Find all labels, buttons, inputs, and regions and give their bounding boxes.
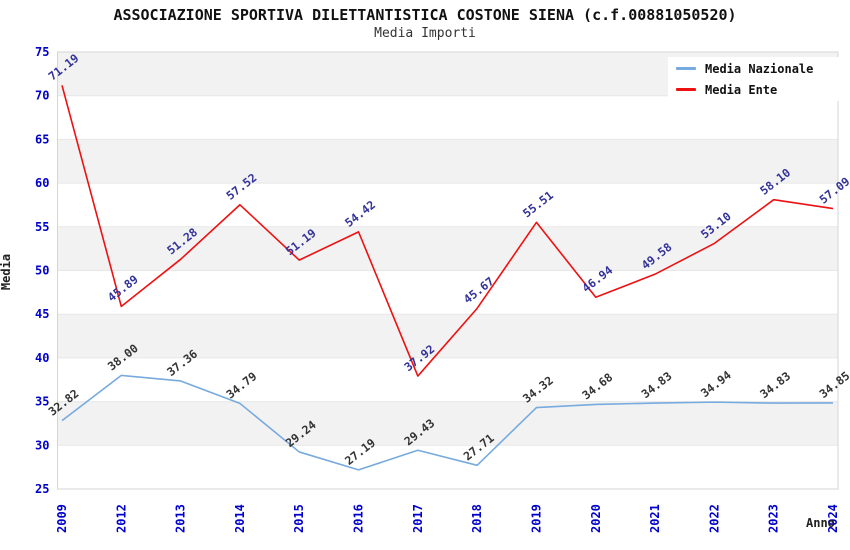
svg-text:50: 50 bbox=[35, 264, 49, 278]
svg-text:45.89: 45.89 bbox=[105, 272, 141, 304]
svg-text:2014: 2014 bbox=[233, 504, 247, 533]
svg-text:34.79: 34.79 bbox=[224, 369, 260, 401]
svg-text:35: 35 bbox=[35, 395, 49, 409]
y-axis-tick-labels: 25 30 35 40 45 50 55 60 65 70 75 bbox=[35, 45, 49, 496]
svg-text:30: 30 bbox=[35, 438, 49, 452]
svg-text:34.68: 34.68 bbox=[579, 370, 615, 402]
svg-text:2017: 2017 bbox=[411, 504, 425, 533]
svg-text:75: 75 bbox=[35, 45, 49, 59]
svg-text:2020: 2020 bbox=[589, 504, 603, 533]
svg-text:40: 40 bbox=[35, 351, 49, 365]
media-nazionale-line-sample-icon bbox=[676, 67, 696, 70]
svg-text:70: 70 bbox=[35, 89, 49, 103]
plot-border bbox=[57, 51, 839, 490]
chart-subtitle: Media Importi bbox=[374, 26, 476, 41]
svg-text:34.32: 34.32 bbox=[520, 373, 556, 405]
svg-text:45.67: 45.67 bbox=[461, 274, 497, 306]
svg-text:2013: 2013 bbox=[174, 504, 188, 533]
svg-text:2015: 2015 bbox=[292, 504, 306, 533]
svg-text:2016: 2016 bbox=[352, 504, 366, 533]
svg-text:55.51: 55.51 bbox=[520, 188, 556, 220]
svg-text:2023: 2023 bbox=[767, 504, 781, 533]
svg-text:34.83: 34.83 bbox=[757, 369, 793, 401]
svg-text:2022: 2022 bbox=[707, 504, 721, 533]
svg-text:2009: 2009 bbox=[55, 504, 69, 533]
svg-text:55: 55 bbox=[35, 220, 49, 234]
svg-text:65: 65 bbox=[35, 132, 49, 146]
page-title: ASSOCIAZIONE SPORTIVA DILETTANTISTICA CO… bbox=[113, 6, 737, 24]
series-line-media-nazionale bbox=[61, 374, 834, 471]
y-axis-title: Media bbox=[0, 253, 13, 291]
svg-text:60: 60 bbox=[35, 176, 49, 190]
legend-label-media-ente: Media Ente bbox=[705, 82, 778, 97]
svg-text:2021: 2021 bbox=[648, 504, 662, 533]
series-line-media-ente bbox=[61, 85, 834, 377]
svg-text:34.83: 34.83 bbox=[639, 369, 675, 401]
svg-text:54.42: 54.42 bbox=[342, 198, 378, 230]
legend-item-media-ente: Media Ente bbox=[676, 83, 842, 97]
svg-text:34.94: 34.94 bbox=[698, 368, 734, 400]
svg-text:34.85: 34.85 bbox=[817, 369, 850, 401]
svg-text:2018: 2018 bbox=[470, 504, 484, 533]
svg-text:2024: 2024 bbox=[826, 504, 840, 533]
legend-item-media-nazionale: Media Nazionale bbox=[676, 62, 842, 76]
svg-text:2012: 2012 bbox=[114, 504, 128, 533]
svg-text:25: 25 bbox=[35, 482, 49, 496]
svg-text:45: 45 bbox=[35, 307, 49, 321]
media-ente-line-sample-icon bbox=[676, 88, 696, 91]
legend-label-media-nazionale: Media Nazionale bbox=[705, 61, 814, 76]
x-axis-title: Anno bbox=[806, 516, 835, 530]
x-axis-tick-labels: 2009 2012 2013 2014 2015 2016 2017 2018 2019 2020… bbox=[55, 504, 840, 533]
legend: Media Nazionale Media Ente bbox=[668, 57, 842, 101]
svg-text:2019: 2019 bbox=[529, 504, 543, 533]
